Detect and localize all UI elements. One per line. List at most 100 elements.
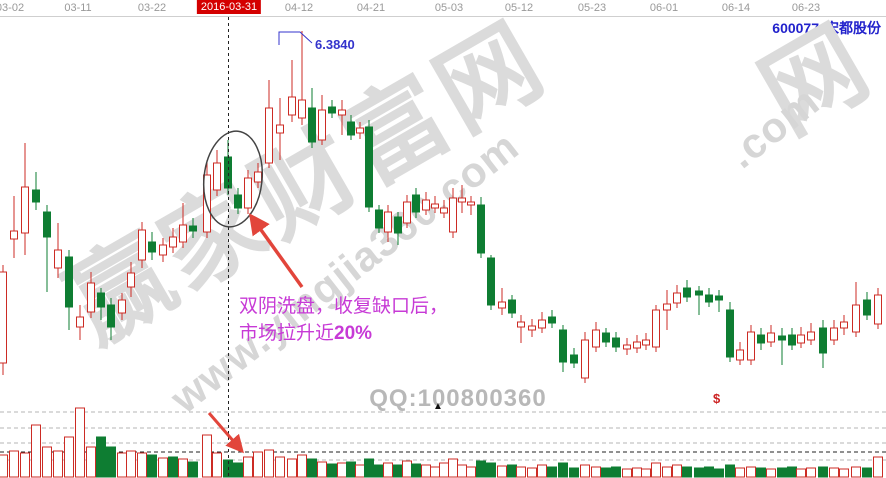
candle-body	[328, 106, 336, 114]
candle-body	[148, 241, 156, 253]
volume-bar	[796, 468, 806, 478]
annotation-note-line2-prefix: 市场拉升近	[239, 323, 335, 344]
volume-bar	[476, 460, 486, 478]
candle-body	[498, 301, 506, 309]
candle-body	[431, 203, 439, 209]
candle-body	[412, 194, 420, 213]
candle-body	[767, 332, 775, 343]
volume-bar	[264, 449, 274, 478]
volume-bar	[746, 466, 756, 478]
candle-body	[189, 225, 197, 232]
candle-body	[159, 244, 167, 256]
candle-body	[747, 331, 755, 361]
peak-pointer-line	[278, 31, 313, 45]
candle-body	[276, 124, 284, 134]
volume-bar	[297, 454, 307, 478]
date-label: 05-03	[434, 2, 464, 14]
candle-body	[581, 339, 589, 379]
candle-body	[54, 249, 62, 269]
volume-bar	[212, 452, 222, 478]
volume-bar	[126, 450, 136, 478]
volume-bar	[516, 466, 526, 478]
volume-bar	[337, 462, 347, 478]
volume-bar	[527, 467, 537, 478]
candle-body	[65, 256, 73, 308]
annotation-note-line2-percent: 20%	[334, 323, 373, 344]
candle-body	[32, 189, 40, 203]
candle-body	[138, 229, 146, 261]
candle-body	[87, 282, 95, 313]
volume-bar	[430, 466, 440, 478]
qq-watermark-label: QQ:100800360	[369, 385, 547, 412]
volume-bar	[421, 464, 431, 478]
candle-body	[528, 325, 536, 331]
volume-bar	[31, 424, 41, 478]
stock-name: 宋都股份	[825, 20, 881, 36]
volume-bar	[641, 468, 651, 478]
candle-body	[449, 197, 457, 233]
candle-body	[736, 349, 744, 361]
candle-body	[338, 109, 346, 116]
volume-bar	[137, 452, 147, 478]
volume-bar	[651, 462, 661, 478]
volume-bar	[253, 451, 263, 478]
volume-bar	[374, 464, 384, 478]
volume-bar	[694, 467, 704, 478]
volume-bar	[672, 464, 682, 478]
triangle-marker-icon: ▲	[433, 401, 443, 412]
date-axis: 03-02 03-11 03-22 2016-03-31 04-12 04-21 05-03…	[0, 0, 886, 16]
volume-bar	[457, 464, 467, 478]
candle-body	[487, 257, 495, 306]
volume-bar	[818, 466, 828, 478]
volume-bar	[806, 467, 816, 478]
candle-body	[356, 127, 364, 134]
volume-bar	[632, 467, 642, 478]
date-label: 05-23	[577, 2, 607, 14]
volume-bar	[275, 456, 285, 478]
annotation-arrow-big	[248, 213, 304, 289]
volume-bar	[725, 464, 735, 478]
highlight-ellipse	[202, 130, 264, 228]
candle-body	[757, 334, 765, 344]
date-label: 03-02	[0, 2, 25, 14]
volume-bar	[9, 450, 19, 478]
volume-bar	[537, 464, 547, 478]
candle-body	[298, 99, 306, 119]
candle-body	[265, 107, 273, 164]
candle-body	[715, 295, 723, 301]
volume-bar	[448, 458, 458, 478]
volume-bar	[662, 466, 672, 478]
volume-bar	[862, 467, 872, 478]
candle-body	[548, 316, 556, 324]
volume-bar	[64, 436, 74, 478]
candle-body	[602, 332, 610, 343]
volume-bar	[233, 462, 243, 478]
candle-body	[403, 201, 411, 224]
stock-title: 600077 宋都股份	[766, 18, 881, 38]
volume-bar	[411, 463, 421, 478]
candle-body	[673, 292, 681, 304]
candle-body	[874, 294, 882, 325]
volume-bar	[0, 454, 8, 478]
peak-price-label: 6.3840	[315, 37, 355, 52]
volume-bar	[393, 464, 403, 478]
candle-body	[477, 204, 485, 254]
candle-body	[517, 321, 525, 328]
candle-body	[807, 331, 815, 341]
stock-code: 600077	[772, 20, 819, 36]
volume-bar	[580, 464, 590, 478]
candle-body	[797, 334, 805, 344]
candle-body	[254, 171, 262, 183]
volume-bar	[704, 466, 714, 478]
volume-bar	[756, 467, 766, 478]
candle-body	[788, 334, 796, 346]
candle-body	[508, 299, 516, 314]
volume-bar	[829, 467, 839, 478]
volume-bar	[147, 454, 157, 478]
candle-body	[107, 304, 115, 328]
volume-bar	[53, 450, 63, 478]
candle-body	[852, 304, 860, 333]
volume-bar	[287, 458, 297, 478]
candle-body	[695, 290, 703, 296]
